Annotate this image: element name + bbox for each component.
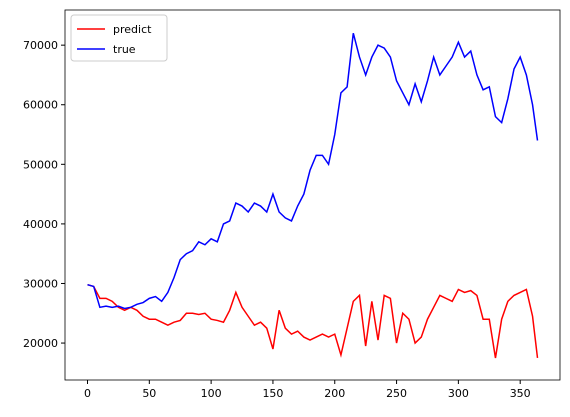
line-series	[87, 33, 539, 310]
legend-label: true	[113, 43, 136, 56]
y-tick-label: 50000	[23, 158, 58, 171]
y-tick-label: 30000	[23, 277, 58, 290]
x-tick-label: 250	[386, 387, 407, 400]
x-tick-label: 0	[84, 387, 91, 400]
y-tick-label: 20000	[23, 337, 58, 350]
legend-label: predict	[113, 23, 152, 36]
x-tick-label: 200	[324, 387, 345, 400]
x-tick-label: 50	[142, 387, 156, 400]
y-tick-label: 40000	[23, 218, 58, 231]
plot-frame	[64, 9, 561, 381]
x-tick-label: 150	[262, 387, 283, 400]
x-tick-label: 100	[201, 387, 222, 400]
x-tick-label: 350	[510, 387, 531, 400]
y-tick-label: 60000	[23, 99, 58, 112]
x-tick-label: 300	[448, 387, 469, 400]
line-series	[87, 283, 539, 359]
y-tick-label: 70000	[23, 39, 58, 52]
